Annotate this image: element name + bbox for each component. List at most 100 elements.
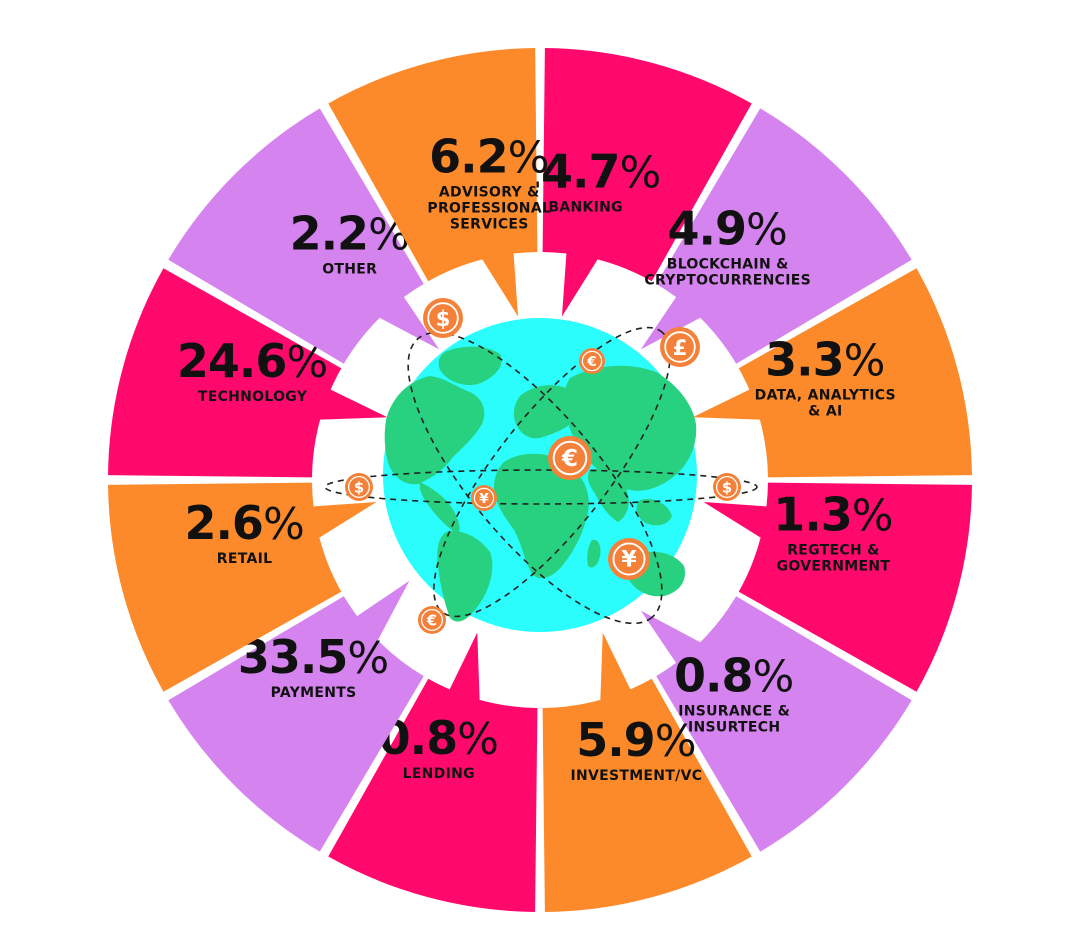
euro-coin-icon: € [548, 436, 592, 480]
segment-10 [168, 108, 440, 364]
segment-value-number: 2.6 [184, 496, 263, 550]
segment-3 [703, 482, 972, 692]
segment-label: RETAIL [217, 551, 273, 567]
orbit-diagonal-a [433, 326, 671, 618]
yen-coin-icon: ¥ [471, 485, 497, 511]
coin-rim [421, 609, 443, 631]
segment-value-unit: % [508, 132, 550, 183]
orbit-horizontal [324, 469, 758, 505]
segment-2 [692, 268, 972, 478]
continent-north-america [384, 376, 485, 485]
segment-8 [108, 482, 377, 692]
coin-symbol: € [586, 354, 597, 370]
segment-label: LENDING [403, 766, 475, 782]
segment-value-number: 2.2 [290, 206, 369, 260]
pound-coin-icon: £ [660, 327, 700, 367]
coin-rim [664, 331, 696, 363]
segment-label: GOVERNMENT [777, 558, 891, 574]
segment-label: OTHER [322, 261, 377, 277]
coin-rim [348, 476, 370, 498]
coin-rim [612, 542, 646, 576]
coin-symbol: € [426, 613, 437, 630]
segment-value-unit: % [347, 633, 389, 684]
segment-value-number: 6.2 [429, 129, 508, 183]
segment-value-number: 5.9 [576, 713, 655, 767]
segment-label: INVESTMENT/VC [570, 768, 702, 784]
dollar-coin-icon: $ [713, 473, 741, 501]
euro-coin-icon: € [418, 606, 446, 634]
segment-value: 4.9% [668, 201, 788, 255]
segment-label: REGTECH & [787, 542, 879, 558]
continent-southeast-asia [636, 498, 672, 526]
coin-rim [427, 302, 459, 334]
coin-symbol: £ [673, 336, 688, 360]
coin-rim [552, 440, 588, 476]
segment-value-unit: % [655, 716, 697, 767]
segment-value-unit: % [457, 714, 499, 765]
coin-symbol: $ [436, 307, 451, 331]
continent-madagascar [587, 539, 601, 568]
segment-label: SERVICES [450, 216, 529, 232]
segment-label: PAYMENTS [271, 685, 357, 701]
coin-symbol: ¥ [621, 548, 637, 573]
segment-value: 24.6% [177, 334, 328, 388]
segment-11 [328, 48, 538, 317]
segment-value-number: 24.6 [177, 334, 287, 388]
segment-value: 0.8% [674, 648, 794, 702]
segment-value-number: 0.8 [674, 648, 753, 702]
segment-value: 33.5% [238, 630, 389, 684]
segment-label: BANKING [548, 200, 623, 216]
segment-6 [328, 632, 538, 912]
currency-coins: $ £ € € $ ¥ $ ¥ € [345, 298, 741, 634]
segment-label: INSURTECH [688, 719, 780, 735]
segment-label: BLOCKCHAIN & [667, 256, 789, 272]
segment-label: & AI [808, 403, 842, 419]
segment-4 [640, 596, 912, 852]
segment-value-unit: % [753, 651, 795, 702]
continent-greenland [438, 346, 502, 386]
segment-label: INSURANCE & [678, 703, 790, 719]
segment-value: 0.8% [379, 711, 499, 765]
segment-value: 5.9% [576, 713, 696, 767]
segments-layer: 14.7%BANKING 4.9%BLOCKCHAIN &CRYPTOCURREN… [108, 48, 972, 912]
segment-value: 3.3% [765, 332, 885, 386]
segment-7 [168, 580, 424, 852]
segment-label: PROFESSIONAL [427, 200, 551, 216]
continent-asia [564, 365, 697, 491]
orbit-lines [324, 326, 758, 625]
continent-south-america [437, 531, 493, 622]
segment-label: CRYPTOCURRENCIES [644, 272, 811, 288]
segment-value: 2.6% [184, 496, 304, 550]
segment-value: 1.3% [773, 487, 893, 541]
continent-europe [513, 385, 577, 439]
segment-value-unit: % [844, 335, 886, 386]
coin-symbol: ¥ [479, 491, 489, 507]
dollar-coin-icon: $ [423, 298, 463, 338]
segment-5 [542, 632, 752, 912]
coin-rim [473, 487, 495, 509]
segment-1 [640, 108, 912, 364]
coin-rim [716, 476, 738, 498]
segment-value-unit: % [263, 499, 305, 550]
segment-value-number: 4.9 [668, 201, 747, 255]
euro-coin-icon: € [579, 348, 605, 374]
continent-africa [494, 453, 589, 579]
segment-value-number: 1.3 [773, 487, 852, 541]
orbit-diagonal-b [407, 331, 663, 625]
segment-9 [108, 268, 388, 478]
yen-coin-icon: ¥ [608, 538, 650, 580]
segment-value-unit: % [620, 148, 662, 199]
segment-value: 6.2% [429, 129, 549, 183]
globe-illustration: $ £ € € $ ¥ $ ¥ € [324, 298, 758, 634]
continent-south-asia [587, 468, 629, 522]
segment-0 [542, 48, 752, 317]
coin-symbol: $ [722, 480, 732, 497]
coin-symbol: € [561, 446, 578, 472]
segment-value-unit: % [746, 204, 788, 255]
segment-label: DATA, ANALYTICS [755, 387, 896, 403]
coin-rim [581, 350, 603, 372]
coin-symbol: $ [354, 480, 364, 497]
dollar-coin-icon: $ [345, 473, 373, 501]
